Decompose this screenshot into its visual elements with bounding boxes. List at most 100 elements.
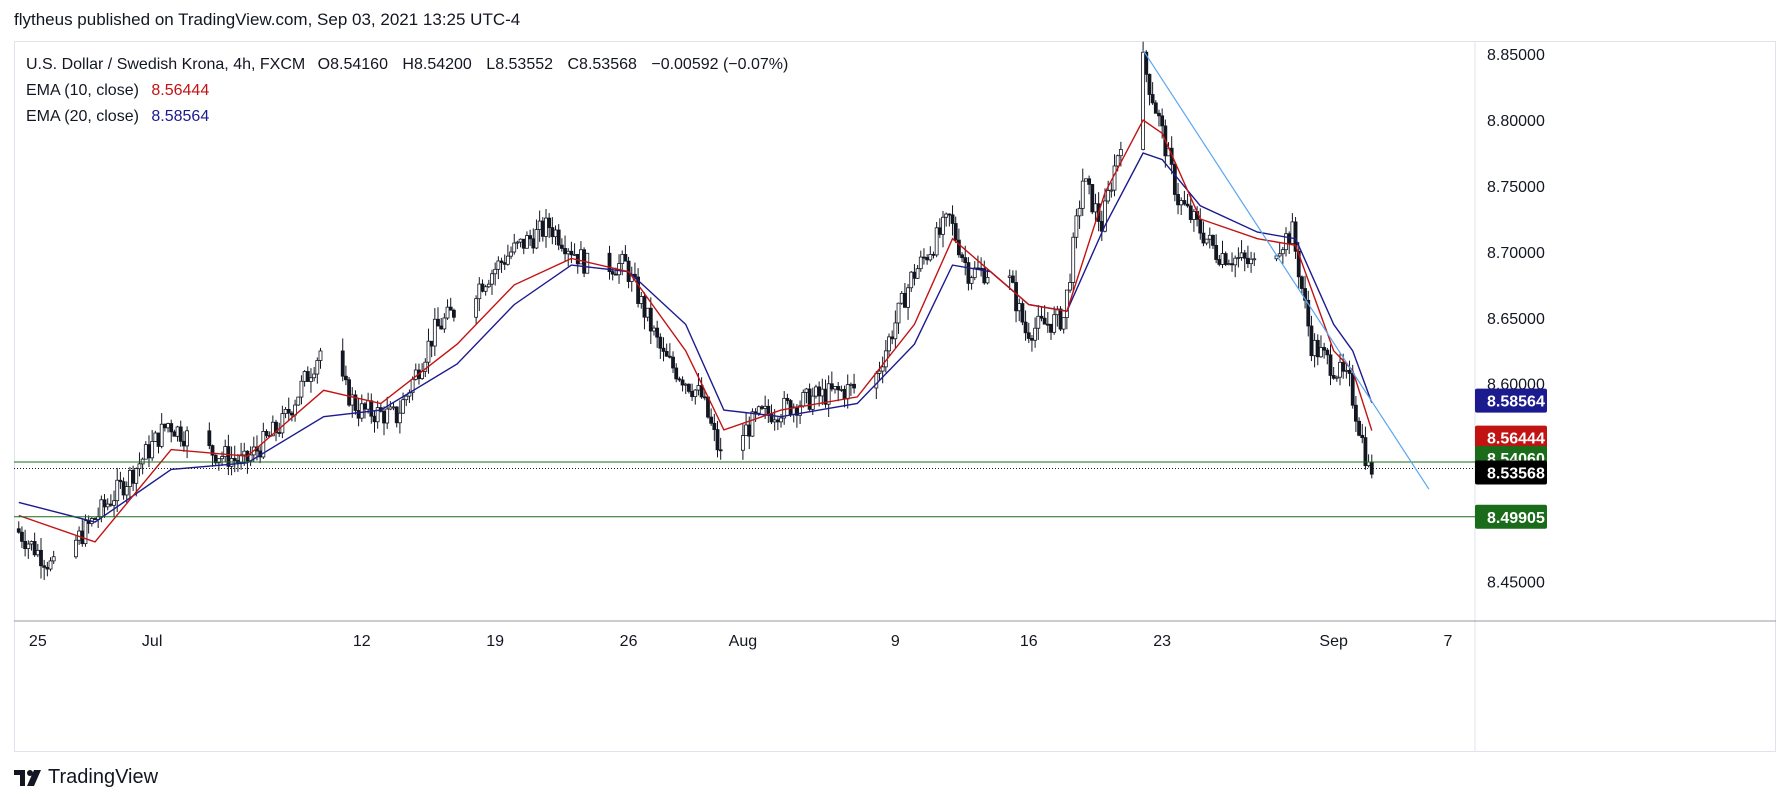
candle bbox=[1369, 454, 1374, 479]
x-tick-label: 9 bbox=[891, 633, 900, 650]
candle bbox=[661, 337, 666, 362]
candle bbox=[315, 357, 320, 384]
open-value: 8.54160 bbox=[330, 56, 388, 73]
candle bbox=[293, 399, 297, 422]
candle bbox=[667, 343, 672, 359]
price-chart[interactable]: 8.850008.800008.750008.700008.650008.600… bbox=[14, 41, 1776, 752]
last-price-price-label[interactable]: 8.53568 bbox=[1475, 460, 1547, 485]
candle bbox=[801, 389, 806, 408]
legend-ema10-row[interactable]: EMA (10, close) 8.56444 bbox=[26, 78, 788, 104]
candle bbox=[947, 213, 952, 227]
high-label: H bbox=[402, 56, 414, 73]
candle bbox=[1207, 227, 1212, 249]
candle bbox=[836, 381, 841, 402]
candle bbox=[166, 422, 170, 433]
candle bbox=[439, 317, 444, 330]
candle bbox=[1080, 168, 1085, 217]
candle bbox=[1141, 41, 1145, 151]
candle bbox=[1106, 180, 1111, 204]
candle bbox=[658, 333, 663, 359]
ema20-price-label[interactable]: 8.58564 bbox=[1475, 388, 1547, 413]
candle bbox=[893, 310, 898, 349]
support-lower-price-label[interactable]: 8.49905 bbox=[1475, 504, 1547, 529]
candle bbox=[826, 375, 831, 418]
y-tick-label: 8.45000 bbox=[1487, 574, 1545, 591]
x-tick-label: Sep bbox=[1319, 633, 1348, 650]
candle bbox=[274, 419, 278, 442]
candle bbox=[623, 245, 628, 262]
candle bbox=[48, 557, 53, 572]
ema10-price-label[interactable]: 8.56444 bbox=[1475, 425, 1547, 450]
candle bbox=[451, 308, 456, 322]
candle bbox=[1363, 426, 1368, 470]
candle bbox=[23, 529, 28, 557]
x-tick-label: 23 bbox=[1153, 633, 1171, 650]
ema20-value: 8.58564 bbox=[151, 108, 210, 125]
candle bbox=[950, 205, 955, 236]
candle bbox=[121, 477, 126, 500]
candle bbox=[525, 231, 529, 249]
candle bbox=[445, 299, 450, 320]
candle bbox=[760, 404, 764, 411]
candle bbox=[1357, 417, 1361, 437]
candle bbox=[496, 256, 501, 280]
y-tick-label: 8.75000 bbox=[1487, 179, 1545, 196]
candle bbox=[906, 283, 910, 320]
ema20-label: EMA (20, close) bbox=[26, 108, 139, 125]
downtrend-line[interactable] bbox=[1142, 49, 1430, 490]
tradingview-logo-icon bbox=[14, 769, 41, 786]
candle bbox=[963, 245, 968, 276]
legend-symbol-row: U.S. Dollar / Swedish Krona, 4h, FXCM O8… bbox=[26, 52, 788, 78]
candle bbox=[1211, 234, 1215, 249]
candle bbox=[309, 368, 313, 393]
candle bbox=[1026, 322, 1031, 344]
candle bbox=[156, 432, 161, 454]
candle bbox=[607, 245, 612, 280]
footer-brand[interactable]: TradingView bbox=[14, 766, 158, 789]
candle bbox=[448, 297, 453, 311]
candle bbox=[1201, 221, 1206, 247]
candle bbox=[877, 361, 882, 381]
candle bbox=[909, 270, 914, 292]
candle bbox=[1246, 245, 1250, 268]
y-tick-label: 8.65000 bbox=[1487, 311, 1545, 328]
symbol-title[interactable]: U.S. Dollar / Swedish Krona, 4h, FXCM bbox=[26, 56, 306, 73]
legend-ema20-row[interactable]: EMA (20, close) 8.58564 bbox=[26, 104, 788, 130]
candle bbox=[804, 387, 809, 404]
candle bbox=[51, 550, 56, 564]
candle bbox=[1182, 190, 1187, 206]
y-tick-label: 8.70000 bbox=[1487, 245, 1545, 262]
candle bbox=[839, 385, 844, 392]
x-tick-label: Jul bbox=[142, 633, 162, 650]
candle bbox=[429, 340, 434, 358]
ema10-label: EMA (10, close) bbox=[26, 82, 139, 99]
candle bbox=[490, 269, 494, 295]
candle bbox=[639, 291, 644, 309]
candle bbox=[944, 212, 949, 227]
candle bbox=[1280, 246, 1285, 264]
candle bbox=[363, 402, 367, 419]
candle bbox=[515, 240, 520, 250]
candle bbox=[143, 441, 148, 460]
candle bbox=[741, 424, 745, 460]
candle bbox=[344, 365, 348, 386]
candle bbox=[318, 347, 323, 369]
candle bbox=[1315, 334, 1320, 366]
candle bbox=[744, 412, 748, 437]
candle bbox=[1223, 251, 1228, 267]
candle bbox=[547, 213, 552, 239]
candle bbox=[96, 507, 101, 528]
candle bbox=[1153, 100, 1158, 114]
candle bbox=[1239, 240, 1244, 261]
candle bbox=[890, 330, 895, 345]
candle bbox=[264, 429, 269, 439]
candle bbox=[172, 429, 177, 437]
publish-info: flytheus published on TradingView.com, S… bbox=[14, 10, 521, 29]
candle bbox=[1293, 217, 1298, 259]
candle bbox=[1077, 200, 1082, 229]
candle bbox=[347, 376, 351, 407]
candle bbox=[709, 408, 714, 426]
candle bbox=[93, 517, 97, 521]
ema10-line[interactable] bbox=[18, 119, 1373, 543]
ema20-line[interactable] bbox=[18, 152, 1373, 523]
